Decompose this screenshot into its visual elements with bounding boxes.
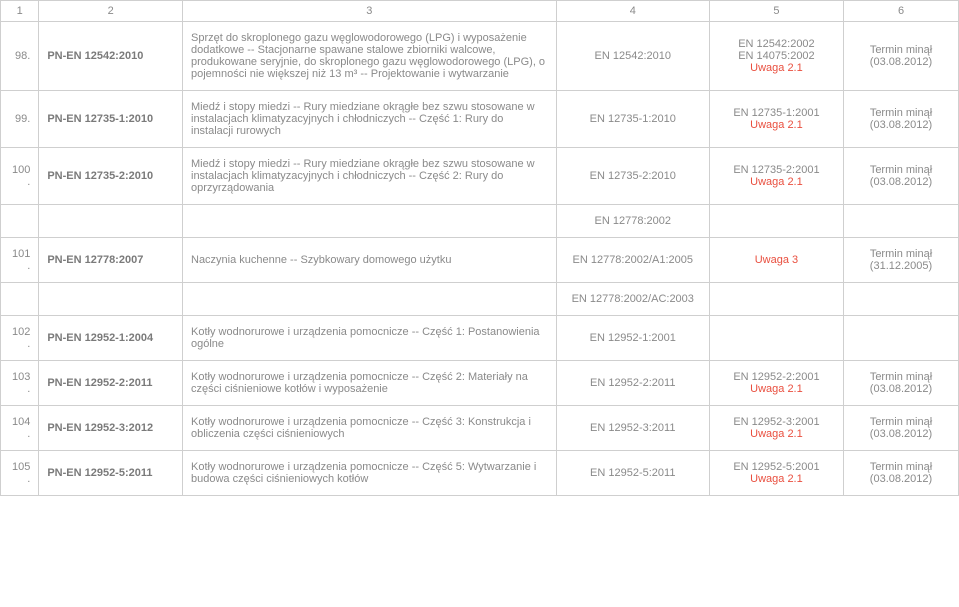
table-row: 98. PN-EN 12542:2010 Sprzęt do skroplone…: [1, 22, 959, 91]
repl-line: EN 12735-2:2001: [718, 164, 835, 176]
uwaga-link[interactable]: Uwaga 2.1: [718, 473, 835, 485]
row-repl: EN 12952-3:2001Uwaga 2.1: [709, 406, 843, 451]
row-repl: Uwaga 3: [709, 238, 843, 283]
row-number: 101.: [1, 238, 39, 283]
uwaga-link[interactable]: Uwaga 2.1: [718, 176, 835, 188]
row-number: 98.: [1, 22, 39, 91]
repl-line: EN 14075:2002: [718, 50, 835, 62]
row-desc: Kotły wodnorurowe i urządzenia pomocnicz…: [183, 361, 557, 406]
table-row: 102. PN-EN 12952-1:2004 Kotły wodnorurow…: [1, 316, 959, 361]
row-ref: PN-EN 12952-1:2004: [39, 316, 183, 361]
row-en: EN 12542:2010: [556, 22, 709, 91]
table-row: 100. PN-EN 12735-2:2010 Miedź i stopy mi…: [1, 148, 959, 205]
row-repl: EN 12735-1:2001Uwaga 2.1: [709, 91, 843, 148]
row-number: 104.: [1, 406, 39, 451]
table-row-extra: EN 12778:2002: [1, 205, 959, 238]
row-en: EN 12952-3:2011: [556, 406, 709, 451]
table-row: 101. PN-EN 12778:2007 Naczynia kuchenne …: [1, 238, 959, 283]
row-desc: Naczynia kuchenne -- Szybkowary domowego…: [183, 238, 557, 283]
row-date: Termin minął (03.08.2012): [844, 451, 959, 496]
standards-table: 1 2 3 4 5 6 98. PN-EN 12542:2010 Sprzęt …: [0, 0, 959, 496]
row-repl: EN 12952-5:2001Uwaga 2.1: [709, 451, 843, 496]
row-date: Termin minął (03.08.2012): [844, 22, 959, 91]
row-date: Termin minął (31.12.2005): [844, 238, 959, 283]
table-row: 103. PN-EN 12952-2:2011 Kotły wodnorurow…: [1, 361, 959, 406]
repl-line: EN 12952-3:2001: [718, 416, 835, 428]
row-desc: Kotły wodnorurowe i urządzenia pomocnicz…: [183, 316, 557, 361]
row-ref: PN-EN 12952-5:2011: [39, 451, 183, 496]
row-repl: EN 12952-2:2001Uwaga 2.1: [709, 361, 843, 406]
row-ref: PN-EN 12952-3:2012: [39, 406, 183, 451]
col-1: 1: [1, 1, 39, 22]
row-date: [844, 316, 959, 361]
row-desc: Miedź i stopy miedzi -- Rury miedziane o…: [183, 91, 557, 148]
row-en: EN 12952-2:2011: [556, 361, 709, 406]
table-row-extra: EN 12778:2002/AC:2003: [1, 283, 959, 316]
row-number: 103.: [1, 361, 39, 406]
col-3: 3: [183, 1, 557, 22]
row-desc: Sprzęt do skroplonego gazu węglowodorowe…: [183, 22, 557, 91]
row-ref: PN-EN 12778:2007: [39, 238, 183, 283]
row-number: 105.: [1, 451, 39, 496]
row-repl: [709, 316, 843, 361]
row-en: EN 12952-1:2001: [556, 316, 709, 361]
row-date: Termin minął (03.08.2012): [844, 91, 959, 148]
row-en: EN 12952-5:2011: [556, 451, 709, 496]
header-row: 1 2 3 4 5 6: [1, 1, 959, 22]
row-desc: Kotły wodnorurowe i urządzenia pomocnicz…: [183, 406, 557, 451]
row-desc: Miedź i stopy miedzi -- Rury miedziane o…: [183, 148, 557, 205]
col-4: 4: [556, 1, 709, 22]
row-date: Termin minął (03.08.2012): [844, 148, 959, 205]
uwaga-link[interactable]: Uwaga 2.1: [718, 62, 835, 74]
uwaga-link[interactable]: Uwaga 2.1: [718, 383, 835, 395]
col-6: 6: [844, 1, 959, 22]
repl-line: EN 12542:2002: [718, 38, 835, 50]
repl-line: EN 12952-2:2001: [718, 371, 835, 383]
repl-line: EN 12952-5:2001: [718, 461, 835, 473]
row-ref: PN-EN 12542:2010: [39, 22, 183, 91]
uwaga-link[interactable]: Uwaga 3: [718, 254, 835, 266]
table-row: 104. PN-EN 12952-3:2012 Kotły wodnorurow…: [1, 406, 959, 451]
table-row: 99. PN-EN 12735-1:2010 Miedź i stopy mie…: [1, 91, 959, 148]
row-number: 99.: [1, 91, 39, 148]
row-ref: PN-EN 12735-2:2010: [39, 148, 183, 205]
row-en: EN 12735-2:2010: [556, 148, 709, 205]
row-date: Termin minął (03.08.2012): [844, 361, 959, 406]
row-ref: PN-EN 12952-2:2011: [39, 361, 183, 406]
repl-line: EN 12735-1:2001: [718, 107, 835, 119]
table-row: 105. PN-EN 12952-5:2011 Kotły wodnorurow…: [1, 451, 959, 496]
uwaga-link[interactable]: Uwaga 2.1: [718, 428, 835, 440]
en-post: EN 12778:2002/AC:2003: [556, 283, 709, 316]
row-en: EN 12735-1:2010: [556, 91, 709, 148]
uwaga-link[interactable]: Uwaga 2.1: [718, 119, 835, 131]
row-en: EN 12778:2002/A1:2005: [556, 238, 709, 283]
row-number: 100.: [1, 148, 39, 205]
row-desc: Kotły wodnorurowe i urządzenia pomocnicz…: [183, 451, 557, 496]
en-pre: EN 12778:2002: [556, 205, 709, 238]
row-number: 102.: [1, 316, 39, 361]
row-repl: EN 12735-2:2001Uwaga 2.1: [709, 148, 843, 205]
row-repl: EN 12542:2002EN 14075:2002Uwaga 2.1: [709, 22, 843, 91]
row-date: Termin minął (03.08.2012): [844, 406, 959, 451]
row-ref: PN-EN 12735-1:2010: [39, 91, 183, 148]
col-2: 2: [39, 1, 183, 22]
col-5: 5: [709, 1, 843, 22]
